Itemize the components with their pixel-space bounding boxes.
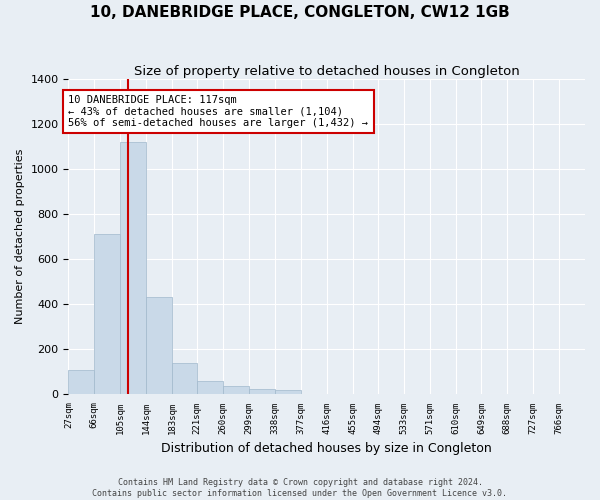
- Text: 10 DANEBRIDGE PLACE: 117sqm
← 43% of detached houses are smaller (1,104)
56% of : 10 DANEBRIDGE PLACE: 117sqm ← 43% of det…: [68, 95, 368, 128]
- Bar: [146, 297, 172, 394]
- Bar: [68, 370, 94, 394]
- Y-axis label: Number of detached properties: Number of detached properties: [15, 149, 25, 324]
- Bar: [197, 382, 223, 394]
- X-axis label: Distribution of detached houses by size in Congleton: Distribution of detached houses by size …: [161, 442, 492, 455]
- Title: Size of property relative to detached houses in Congleton: Size of property relative to detached ho…: [134, 65, 520, 78]
- Text: 10, DANEBRIDGE PLACE, CONGLETON, CW12 1GB: 10, DANEBRIDGE PLACE, CONGLETON, CW12 1G…: [90, 5, 510, 20]
- Bar: [249, 390, 275, 394]
- Text: Contains HM Land Registry data © Crown copyright and database right 2024.
Contai: Contains HM Land Registry data © Crown c…: [92, 478, 508, 498]
- Bar: [275, 390, 301, 394]
- Bar: [120, 142, 146, 394]
- Bar: [94, 234, 120, 394]
- Bar: [172, 364, 197, 394]
- Bar: [223, 386, 249, 394]
